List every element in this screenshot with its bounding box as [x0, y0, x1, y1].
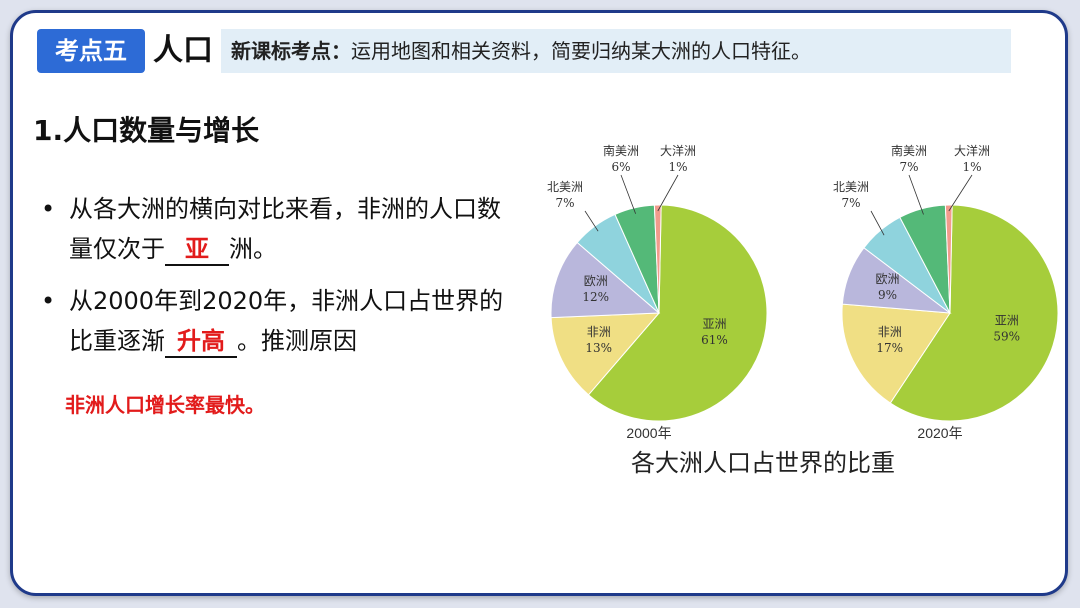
slice-name-label: 南美洲: [603, 143, 639, 158]
curriculum-standard: 新课标考点：运用地图和相关资料，简要归纳某大洲的人口特征。: [221, 29, 1011, 73]
standard-label: 新课标考点：: [231, 39, 351, 63]
leader-line: [584, 210, 599, 232]
pie-slice-0-1: [550, 312, 661, 396]
slice-value-label: 12%: [582, 290, 609, 304]
chart-caption: 各大洲人口占世界的比重: [631, 449, 895, 477]
bullet-dot: •: [41, 287, 56, 315]
pie-charts: 亚洲 61% 非洲 13% 欧洲 12% 北美洲 7% 南美洲 6% 大洋洲 1% 2000年 亚洲 59%…: [547, 143, 1059, 441]
standard-text: 运用地图和相关资料，简要归纳某大洲的人口特征。: [351, 39, 811, 63]
topic-title: 人口: [153, 33, 213, 68]
slice-value-label: 61%: [701, 333, 728, 347]
pie-slice-0-0: [587, 204, 768, 422]
topic-badge: 考点五: [37, 29, 145, 73]
slice-value-label: 17%: [876, 341, 903, 355]
slice-value-label: 7%: [555, 196, 574, 210]
slice-name-label: 非洲: [878, 325, 902, 339]
answer-blank: 升高: [165, 326, 237, 358]
slice-value-label: 6%: [611, 160, 630, 174]
slice-name-label: 大洋洲: [954, 143, 990, 158]
bullet-item: • 从2000年到2020年，非洲人口占世界的比重逐渐 升高 。推测原因: [35, 281, 505, 361]
slice-name-label: 北美洲: [547, 180, 583, 194]
bullet-text: 从各大洲的横向对比来看，非洲的人口数量仅次于: [69, 195, 501, 263]
slice-name-label: 欧洲: [584, 274, 608, 288]
answer-blank: 亚: [165, 234, 229, 266]
bullet-list: • 从各大洲的横向对比来看，非洲的人口数量仅次于亚洲。 • 从2000年到202…: [35, 189, 505, 373]
slice-value-label: 9%: [878, 288, 897, 302]
leader-line: [908, 174, 924, 215]
slice-name-label: 大洋洲: [660, 143, 696, 158]
slice-value-label: 7%: [899, 160, 918, 174]
leader-line: [948, 174, 973, 212]
slice-name-label: 非洲: [587, 325, 611, 339]
bullet-text-end: 洲。: [229, 235, 277, 263]
bullet-text: 从2000年到2020年，非洲人口占世界的比重逐渐: [69, 287, 504, 355]
pie-slice-0-2: [550, 241, 661, 319]
slice-name-label: 北美洲: [833, 180, 869, 194]
pie-slice-1-5: [944, 204, 953, 314]
slide: 考点五 人口 新课标考点：运用地图和相关资料，简要归纳某大洲的人口特征。 1.人…: [10, 10, 1068, 596]
section-title: 1.人口数量与增长: [33, 114, 260, 147]
slice-name-label: 欧洲: [875, 272, 899, 286]
slice-value-label: 1%: [668, 160, 687, 174]
slice-name-label: 亚洲: [702, 317, 726, 331]
bullet-dot: •: [41, 195, 56, 223]
bullet-item: • 从各大洲的横向对比来看，非洲的人口数量仅次于亚洲。: [35, 189, 505, 269]
leader-line: [657, 174, 679, 212]
slice-name-label: 南美洲: [891, 143, 927, 158]
slice-value-label: 7%: [841, 196, 860, 210]
slice-value-label: 59%: [993, 330, 1020, 344]
leader-line: [620, 174, 636, 214]
reason-answer: 非洲人口增长率最快。: [65, 393, 265, 417]
pie-year-label: 2000年: [626, 425, 671, 441]
slice-name-label: 亚洲: [995, 314, 1019, 328]
slice-value-label: 13%: [585, 341, 612, 355]
pie-year-label: 2020年: [917, 425, 962, 441]
slice-value-label: 1%: [962, 160, 981, 174]
leader-line: [870, 210, 885, 236]
pie-slice-1-0: [889, 204, 1059, 422]
pie-slice-1-1: [841, 303, 951, 404]
bullet-text-end: 。推测原因: [237, 327, 357, 355]
